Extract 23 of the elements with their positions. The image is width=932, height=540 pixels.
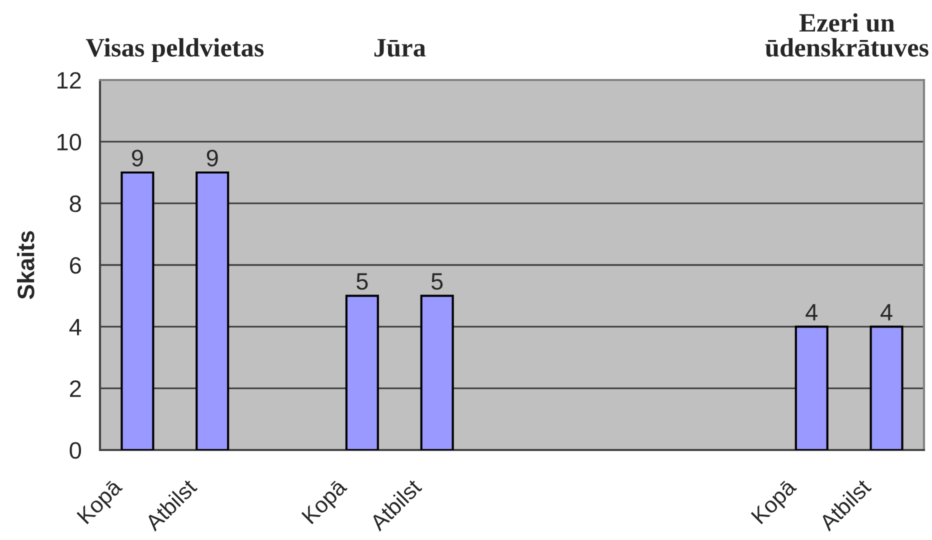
data-label: 9 (206, 150, 218, 166)
y-tick-label: 2 (70, 380, 81, 397)
text: Ezeri un ūdenskrātuves (765, 13, 928, 57)
y-tick-label: 6 (70, 257, 81, 274)
y-tick-label: 12 (57, 72, 81, 89)
y-axis-title: Skaits (17, 231, 34, 300)
bar (196, 171, 230, 450)
bar (420, 294, 454, 450)
text: Jūra (374, 39, 426, 57)
bar (870, 326, 904, 450)
text: Visas peldvietas (86, 38, 264, 62)
data-label: 4 (880, 304, 892, 320)
bar (120, 171, 154, 450)
y-tick-label: 8 (70, 195, 81, 212)
y-tick-label: 0 (70, 442, 82, 459)
y-tick-label: 10 (57, 134, 82, 150)
data-label: 9 (132, 150, 143, 166)
data-label: 5 (356, 273, 368, 290)
y-tick-label: 4 (69, 318, 82, 336)
bar (794, 326, 828, 450)
data-label: 4 (806, 304, 818, 320)
bar (345, 294, 379, 450)
data-label: 5 (431, 273, 443, 290)
